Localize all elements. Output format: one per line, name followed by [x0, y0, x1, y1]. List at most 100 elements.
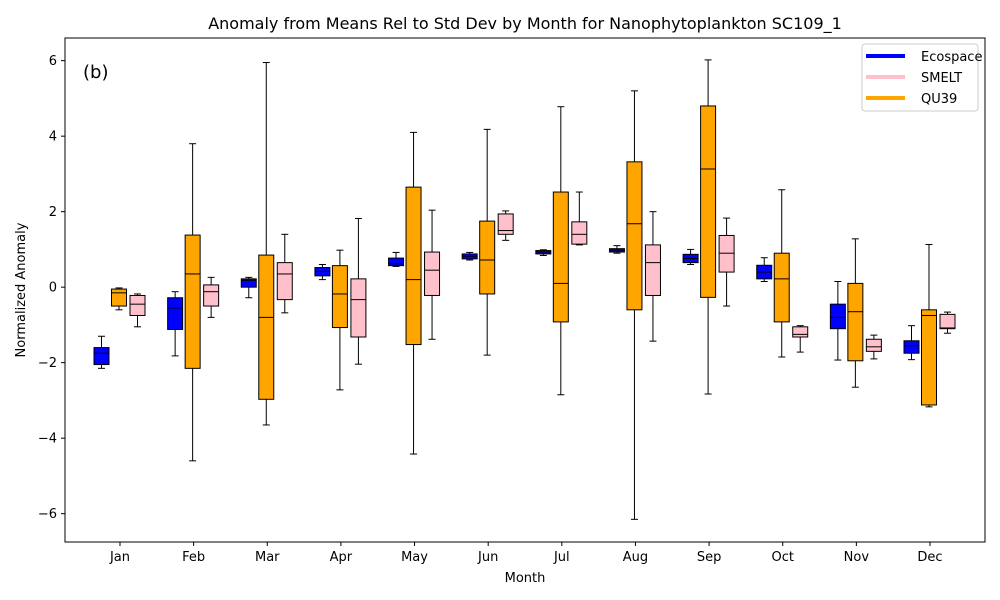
qu39-apr-box-group	[331, 249, 348, 391]
x-tick-label-sep: Sep	[697, 550, 722, 565]
ecospace-jan-box	[93, 347, 110, 366]
qu39-jan-box	[111, 288, 127, 307]
x-tick-label-nov: Nov	[844, 550, 870, 565]
smelt-dec-box-group	[939, 311, 956, 334]
qu39-sep-box	[700, 105, 717, 298]
ecospace-jun-box-group	[461, 251, 478, 261]
panel-label: (b)	[83, 62, 108, 83]
ecospace-sep-box-group	[682, 248, 699, 266]
ecospace-feb-box	[167, 297, 184, 330]
chart-title: Anomaly from Means Rel to Std Dev by Mon…	[208, 14, 842, 34]
qu39-may-box	[405, 186, 422, 346]
ecospace-dec-box	[903, 340, 920, 354]
plot-frame	[64, 37, 986, 543]
ecospace-mar-box-group	[240, 276, 257, 299]
x-tick-label-jun: Jun	[477, 550, 498, 565]
series-smelt	[129, 191, 956, 365]
x-tick-label-feb: Feb	[182, 550, 205, 565]
x-tick-label-jul: Jul	[553, 550, 570, 565]
qu39-jun-box	[479, 220, 496, 295]
ecospace-may-box-group	[388, 251, 405, 267]
qu39-dec-box-group	[921, 244, 937, 408]
qu39-oct-box-group	[773, 189, 790, 358]
x-tick-label-apr: Apr	[330, 550, 353, 565]
qu39-jul-box-group	[552, 106, 569, 396]
smelt-jan-box	[129, 294, 146, 316]
smelt-feb-box	[203, 284, 220, 307]
y-axis-label: Normalized Anomaly	[14, 222, 29, 357]
qu39-mar-box	[258, 254, 275, 400]
ecospace-jan-box-group	[93, 335, 110, 369]
y-tick-label: −6	[38, 507, 57, 522]
series-ecospace	[93, 245, 920, 369]
smelt-nov-box-group	[865, 334, 882, 360]
x-axis: Jan Feb Mar Apr May Jun Jul Aug Sep Oct Nov Dec	[109, 542, 943, 565]
ecospace-mar-box	[240, 278, 257, 288]
ecospace-oct-box-group	[756, 257, 773, 283]
ecospace-dec-box-group	[903, 325, 920, 361]
y-tick-label: −4	[38, 432, 57, 447]
smelt-jun-box-group	[497, 210, 514, 241]
y-axis: −6 −4 −2 0 2 4 6	[38, 54, 65, 522]
y-tick-label: 6	[49, 54, 57, 69]
y-tick-label: 2	[49, 205, 57, 220]
qu39-aug-box-group	[626, 90, 643, 520]
y-tick-label: 0	[49, 281, 57, 296]
qu39-may-box-group	[405, 131, 422, 455]
smelt-apr-box	[350, 278, 367, 338]
smelt-apr-box-group	[350, 217, 367, 365]
smelt-aug-box	[644, 244, 661, 296]
x-tick-label-may: May	[401, 550, 428, 565]
legend-frame	[861, 43, 979, 112]
smelt-oct-box	[792, 326, 809, 338]
smelt-mar-box-group	[276, 233, 293, 314]
x-tick-label-mar: Mar	[255, 550, 280, 565]
ecospace-jul-box-group	[535, 249, 552, 256]
smelt-jan-box-group	[129, 293, 146, 328]
qu39-dec-box	[921, 309, 937, 406]
ecospace-nov-box	[829, 303, 846, 330]
y-tick-label: −2	[38, 356, 57, 371]
ecospace-aug-box-group	[608, 245, 625, 254]
smelt-mar-box	[276, 262, 293, 301]
smelt-sep-box	[718, 234, 735, 273]
smelt-oct-box-group	[792, 325, 809, 353]
legend-label-ecospace: Ecospace	[921, 50, 982, 65]
x-tick-label-dec: Dec	[917, 550, 942, 565]
qu39-jul-box	[552, 191, 569, 323]
ecospace-nov-box-group	[829, 281, 846, 361]
qu39-oct-box	[773, 252, 790, 323]
series-qu39	[111, 59, 937, 520]
qu39-jan-box-group	[111, 287, 127, 311]
qu39-mar-box-group	[258, 62, 275, 426]
legend-label-qu39: QU39	[921, 92, 957, 107]
smelt-jul-box	[571, 221, 588, 245]
x-axis-label: Month	[505, 571, 546, 586]
qu39-nov-box	[847, 282, 864, 362]
legend-label-smelt: SMELT	[921, 71, 962, 86]
smelt-dec-box	[939, 313, 956, 330]
smelt-may-box-group	[424, 209, 441, 340]
x-tick-label-oct: Oct	[771, 550, 793, 565]
qu39-nov-box-group	[847, 238, 864, 388]
qu39-sep-box-group	[700, 59, 717, 395]
x-tick-label-jan: Jan	[109, 550, 130, 565]
smelt-aug-box-group	[644, 211, 661, 342]
smelt-jul-box-group	[571, 191, 588, 246]
qu39-jun-box-group	[479, 128, 496, 356]
qu39-feb-box	[184, 234, 201, 369]
qu39-aug-box	[626, 161, 643, 311]
legend: Ecospace SMELT QU39	[861, 43, 982, 112]
y-tick-label: 4	[49, 130, 57, 145]
qu39-apr-box	[331, 265, 348, 329]
smelt-feb-box-group	[203, 276, 220, 318]
smelt-may-box	[424, 251, 441, 296]
ecospace-apr-box-group	[314, 264, 331, 281]
x-tick-label-aug: Aug	[623, 550, 648, 565]
ecospace-feb-box-group	[167, 291, 184, 357]
ecospace-may-box	[388, 257, 405, 267]
smelt-sep-box-group	[718, 217, 735, 307]
qu39-feb-box-group	[184, 143, 201, 462]
smelt-nov-box	[865, 338, 882, 352]
